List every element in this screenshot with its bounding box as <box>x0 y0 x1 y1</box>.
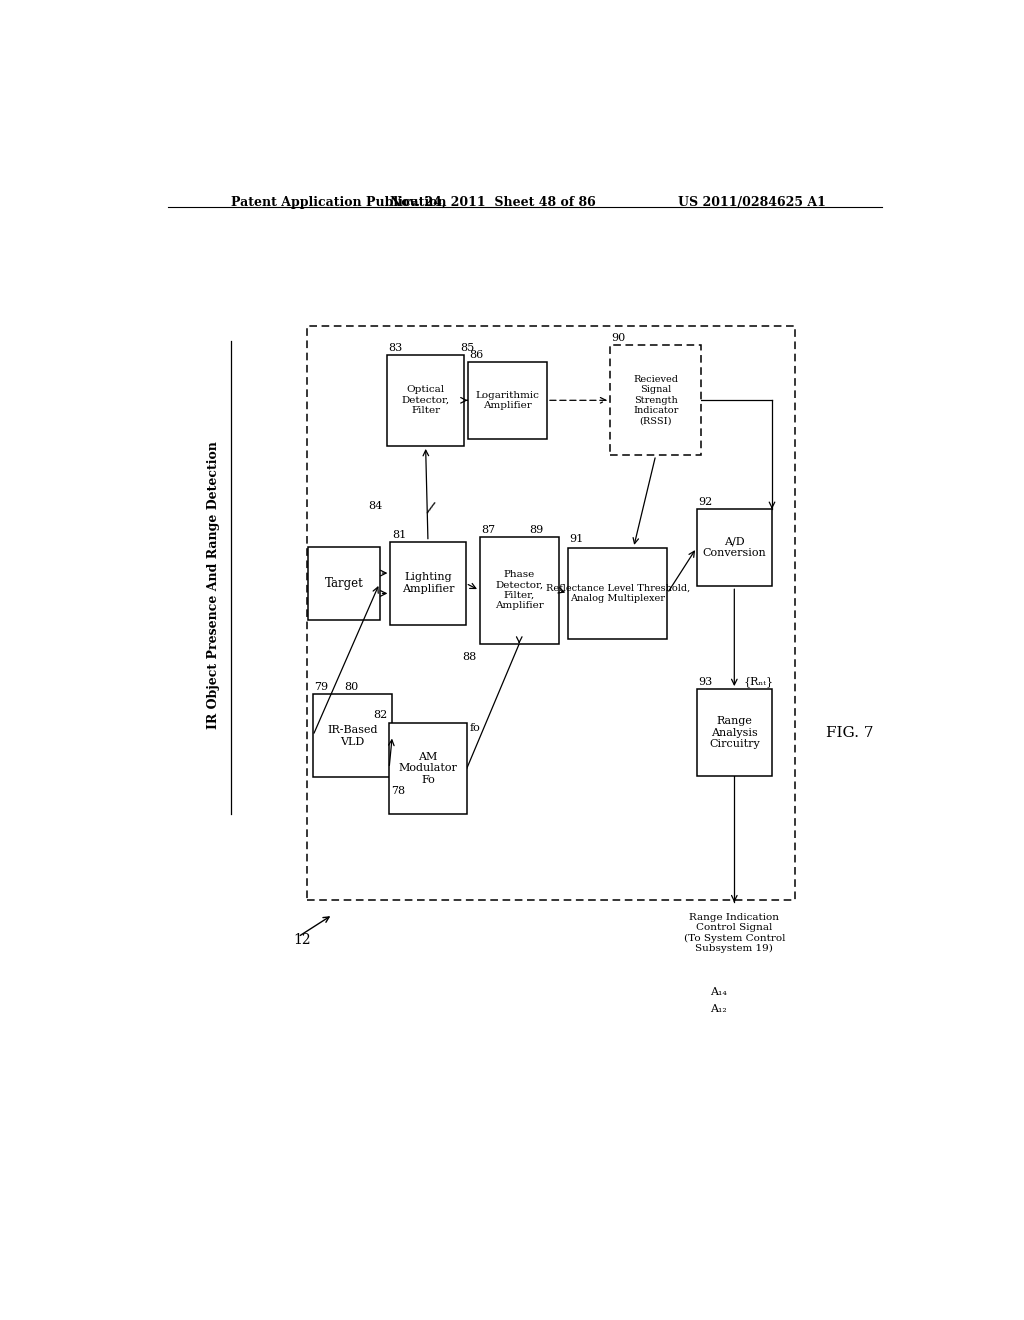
FancyBboxPatch shape <box>387 355 465 446</box>
Text: A₁₄: A₁₄ <box>711 987 727 997</box>
Text: 82: 82 <box>374 710 387 721</box>
Text: Optical
Detector,
Filter: Optical Detector, Filter <box>401 385 450 416</box>
Text: 81: 81 <box>392 529 407 540</box>
Text: Nov. 24, 2011  Sheet 48 of 86: Nov. 24, 2011 Sheet 48 of 86 <box>390 195 596 209</box>
Text: Logarithmic
Amplifier: Logarithmic Amplifier <box>475 391 540 411</box>
Text: IR-Based
VLD: IR-Based VLD <box>328 725 378 747</box>
Text: US 2011/0284625 A1: US 2011/0284625 A1 <box>679 195 826 209</box>
Text: 92: 92 <box>698 498 713 507</box>
Text: 80: 80 <box>345 682 358 692</box>
Text: 78: 78 <box>391 785 404 796</box>
Text: 87: 87 <box>481 525 496 535</box>
FancyBboxPatch shape <box>313 694 392 777</box>
Text: /: / <box>426 500 435 516</box>
Text: Target: Target <box>325 577 364 590</box>
FancyBboxPatch shape <box>308 546 380 620</box>
FancyBboxPatch shape <box>696 510 772 586</box>
Text: 85: 85 <box>461 342 475 352</box>
Text: Range
Analysis
Circuitry: Range Analysis Circuitry <box>709 715 760 750</box>
Text: 90: 90 <box>611 334 626 343</box>
Text: 84: 84 <box>369 502 383 511</box>
FancyBboxPatch shape <box>479 537 559 644</box>
Text: 89: 89 <box>528 525 543 535</box>
FancyBboxPatch shape <box>390 541 466 624</box>
FancyBboxPatch shape <box>696 689 772 776</box>
Text: 91: 91 <box>569 533 584 544</box>
Text: Reflectance Level Threshold,
Analog Multiplexer: Reflectance Level Threshold, Analog Mult… <box>546 583 690 603</box>
FancyBboxPatch shape <box>568 548 668 639</box>
Text: Recieved
Signal
Strength
Indicator
(RSSI): Recieved Signal Strength Indicator (RSSI… <box>633 375 679 425</box>
Text: {Rₙₜ}: {Rₙₜ} <box>743 676 774 686</box>
Text: IR Object Presence And Range Detection: IR Object Presence And Range Detection <box>207 441 220 729</box>
Text: AM
Modulator
Fo: AM Modulator Fo <box>398 751 458 785</box>
Text: fo: fo <box>470 722 481 733</box>
Text: A/D
Conversion: A/D Conversion <box>702 537 766 558</box>
Text: 79: 79 <box>314 682 329 692</box>
Text: Phase
Detector,
Filter,
Amplifier: Phase Detector, Filter, Amplifier <box>495 570 544 610</box>
FancyBboxPatch shape <box>389 722 467 814</box>
Text: 93: 93 <box>698 677 713 686</box>
FancyBboxPatch shape <box>468 362 547 440</box>
Text: Lighting
Amplifier: Lighting Amplifier <box>401 573 455 594</box>
Text: 86: 86 <box>469 350 483 359</box>
Text: 88: 88 <box>462 652 476 663</box>
Text: 12: 12 <box>293 933 310 946</box>
Text: FIG. 7: FIG. 7 <box>826 726 873 739</box>
Text: Range Indication
Control Signal
(To System Control
Subsystem 19): Range Indication Control Signal (To Syst… <box>684 912 785 953</box>
FancyBboxPatch shape <box>610 346 701 455</box>
Text: Patent Application Publication: Patent Application Publication <box>231 195 446 209</box>
Text: A₁₂: A₁₂ <box>711 1005 727 1014</box>
Text: 83: 83 <box>388 342 402 352</box>
